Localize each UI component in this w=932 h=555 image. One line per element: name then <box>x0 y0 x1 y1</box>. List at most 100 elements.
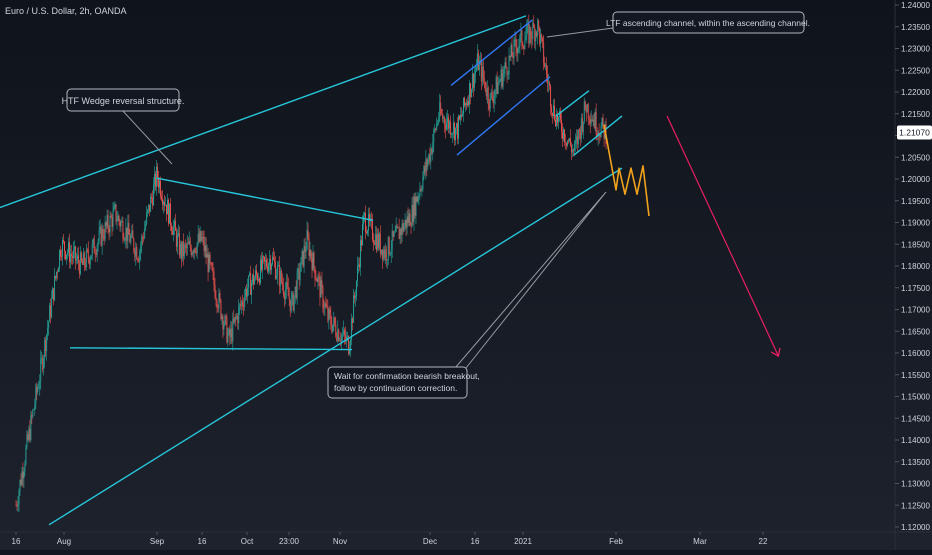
candle-body <box>253 274 255 285</box>
candle-body <box>485 90 487 97</box>
candle-body <box>441 113 443 115</box>
candle-body <box>531 37 533 40</box>
candle-body <box>218 293 220 309</box>
candle-body <box>434 128 436 130</box>
candle-body <box>172 226 174 235</box>
candle-body <box>421 189 423 191</box>
price-axis-label: 1.13500 <box>901 458 930 467</box>
candle-body <box>158 178 160 188</box>
candle-body <box>326 306 328 308</box>
candle-body <box>202 237 204 238</box>
candle-body <box>159 180 160 188</box>
candle-body <box>362 224 363 246</box>
candle-body <box>481 66 483 82</box>
ltf-channel-callout: LTF ascending channel, within the ascend… <box>546 11 810 38</box>
candle-body <box>452 133 454 135</box>
candle-body <box>60 250 61 257</box>
ltf-channel-upper[interactable] <box>450 19 533 87</box>
candle-body <box>548 82 550 84</box>
price-axis-label: 1.12500 <box>901 501 930 510</box>
candle-body <box>117 215 119 221</box>
candle-body <box>465 103 466 106</box>
candle-body <box>398 227 400 240</box>
candle-body <box>354 295 356 298</box>
candle-body <box>556 114 557 126</box>
candle-body <box>43 358 45 370</box>
small-channel-lower[interactable] <box>573 115 623 156</box>
candle-body <box>479 60 481 62</box>
candle-body <box>316 279 318 282</box>
ltf-callout-text: LTF ascending channel, within the ascend… <box>606 18 810 28</box>
candle-body <box>382 249 384 260</box>
price-axis-label: 1.13000 <box>901 480 930 489</box>
candle-body <box>280 270 282 282</box>
candle-body <box>90 255 92 259</box>
candle-body <box>494 90 496 96</box>
candle-body <box>348 336 350 354</box>
candle-body <box>423 166 425 177</box>
candle-body <box>332 324 334 332</box>
time-axis[interactable]: 16 Aug Sep 16 Oct 23:00 Nov Dec 16 2021 Feb Mar 22 <box>12 532 768 546</box>
candle-body <box>417 196 419 202</box>
candle-body <box>254 278 256 285</box>
candle-body <box>286 281 288 288</box>
candle-body <box>501 69 503 87</box>
candle-body <box>483 77 485 82</box>
candle-body <box>444 117 446 125</box>
candle-body <box>347 336 349 338</box>
symbol-title: Euro / U.S. Dollar, 2h, OANDA <box>5 6 127 16</box>
candle-body <box>429 154 431 162</box>
price-axis-label: 1.14000 <box>901 436 930 445</box>
candle-body <box>304 246 306 252</box>
price-axis-label: 1.16500 <box>901 327 930 336</box>
candle-body <box>437 122 439 123</box>
candle-body <box>344 329 346 336</box>
candle-body <box>464 97 465 106</box>
candle-body <box>291 293 293 297</box>
candle-body <box>167 199 168 215</box>
candle-body <box>355 296 357 298</box>
candle-body <box>565 142 566 143</box>
candle-body <box>514 39 516 41</box>
candle-body <box>574 141 576 144</box>
price-axis[interactable]: 1.24000 1.23500 1.23000 1.22500 1.22000 1.215… <box>895 1 930 532</box>
candle-body <box>451 134 453 135</box>
small-channel-upper[interactable] <box>555 90 590 117</box>
candle-body <box>533 23 535 28</box>
current-price-value: 1.21070 <box>899 127 930 137</box>
candle-body <box>546 65 548 75</box>
candle-body <box>578 129 580 131</box>
candle-body <box>147 209 149 213</box>
candle-body <box>508 55 510 75</box>
inner-wedge-top-line[interactable] <box>156 177 374 222</box>
candle-body <box>130 236 132 243</box>
candle-body <box>445 124 447 130</box>
candle-body <box>245 288 247 297</box>
candle-body <box>474 70 476 75</box>
candle-body <box>466 101 468 106</box>
price-axis-label: 1.16000 <box>901 349 930 358</box>
time-axis-label: Mar <box>693 537 707 546</box>
candle-body <box>593 119 595 128</box>
candle-body <box>247 287 249 297</box>
price-axis-label: 1.24000 <box>901 1 930 10</box>
candle-body <box>100 226 102 246</box>
horizontal-support-line[interactable] <box>69 347 353 351</box>
trendline-drawings <box>0 15 623 526</box>
candle-body <box>66 254 67 259</box>
candle-body <box>473 74 475 88</box>
price-axis-label: 1.20500 <box>901 153 930 162</box>
candle-body <box>225 315 227 318</box>
candle-body <box>208 254 210 273</box>
ltf-channel-lower[interactable] <box>456 76 551 156</box>
candle-body <box>261 259 262 270</box>
candle-body <box>50 305 52 317</box>
candle-body <box>334 317 336 325</box>
htf-lower-wedge-line[interactable] <box>48 167 623 526</box>
candle-body <box>106 215 108 226</box>
candle-body <box>552 112 554 117</box>
htf-upper-wedge-line[interactable] <box>0 15 527 225</box>
price-axis-label: 1.15500 <box>901 371 930 380</box>
candle-body <box>107 215 109 229</box>
